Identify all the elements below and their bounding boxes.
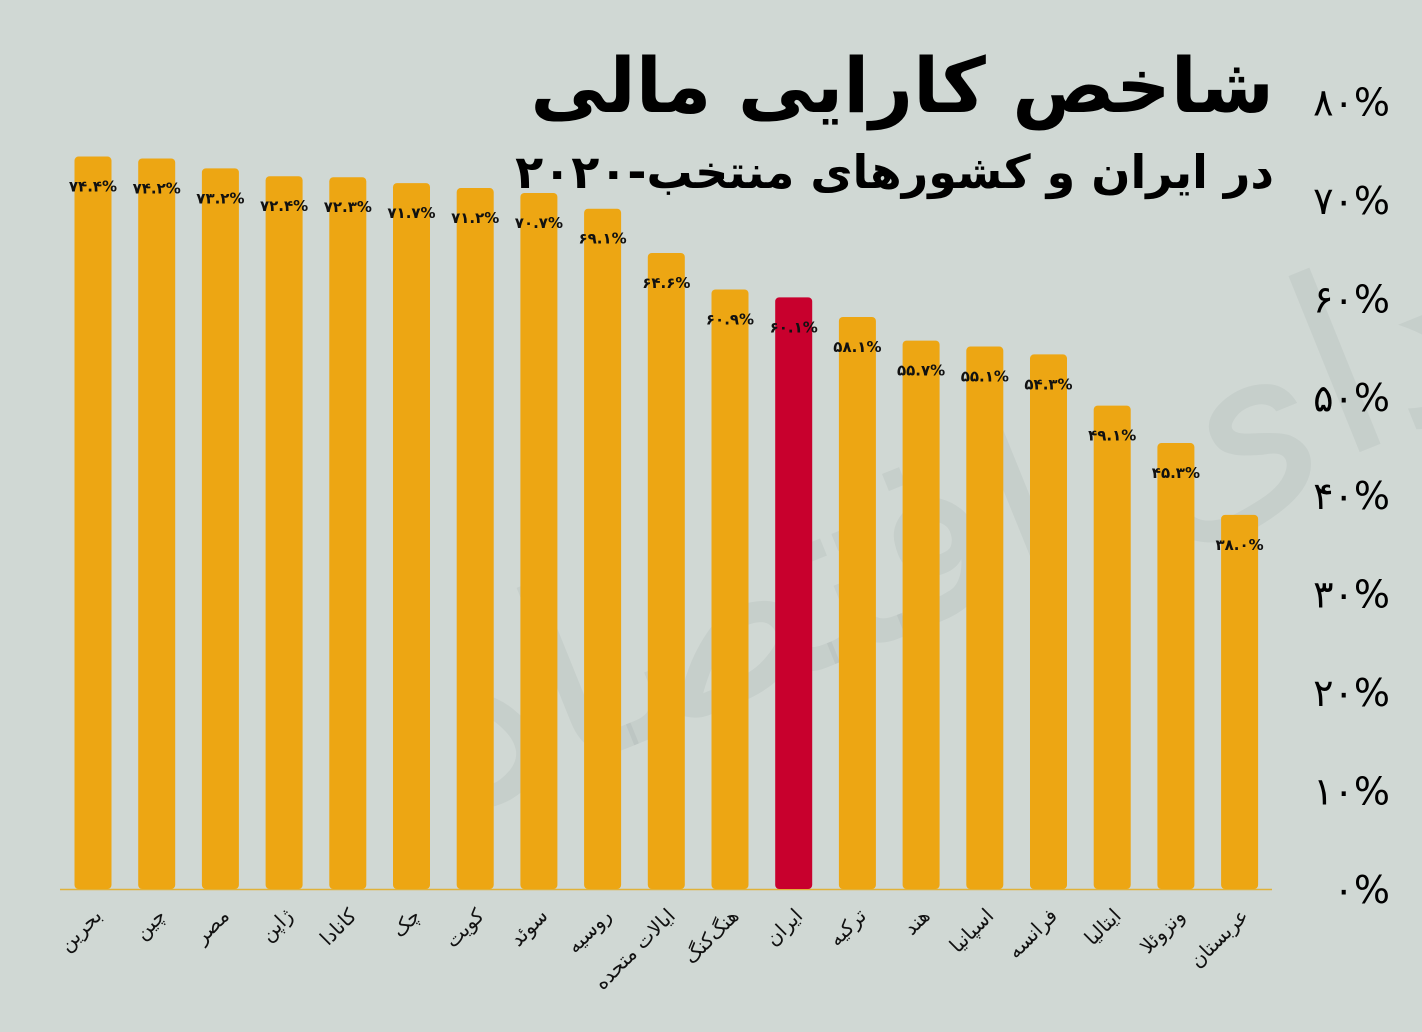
bar: [138, 158, 176, 890]
bar: [647, 253, 685, 889]
y-tick-label: ۷۰%: [1313, 179, 1390, 223]
bar: [584, 208, 622, 889]
chart-title: شاخص کارایی مالی: [530, 41, 1274, 130]
x-tick-label: کویت: [440, 903, 489, 952]
x-tick-label: چین: [129, 904, 170, 945]
bar: [838, 317, 876, 889]
x-tick-label: روسیه: [562, 904, 616, 958]
bar: [1030, 354, 1067, 889]
x-tick-label: سوئد: [505, 904, 552, 951]
x-tick-label: ژاپن: [255, 904, 298, 947]
y-tick-label: ۰%: [1333, 868, 1390, 912]
y-tick-label: ۲۰%: [1313, 671, 1390, 715]
title-block: شاخص کارایی مالی در ایران و کشورهای منتخ…: [515, 40, 1274, 202]
x-tick-label: هند: [899, 904, 935, 940]
x-tick-label: کانادا: [315, 903, 362, 950]
chart-subtitle: در ایران و کشورهای منتخب-۲۰۲۰: [515, 145, 1274, 199]
x-tick-label: بحرین: [54, 904, 107, 957]
bar: [1093, 405, 1131, 889]
data-label: ۵۴.۳%: [1024, 375, 1072, 393]
bar: [74, 156, 112, 890]
x-tick-label: ترکیه: [824, 904, 871, 951]
data-label: ۷۲.۳%: [324, 198, 372, 216]
bar: [711, 289, 749, 889]
data-label: ۵۵.۱%: [961, 368, 1009, 386]
bar: [1157, 443, 1195, 889]
y-tick-label: ۸۰%: [1313, 80, 1390, 124]
data-label: ۷۰.۷%: [515, 214, 563, 232]
data-label: ۴۹.۱%: [1088, 427, 1136, 445]
bar: [520, 192, 558, 889]
x-tick-label: ونزوئلا: [1135, 904, 1190, 959]
data-label: ۶۴.۶%: [642, 274, 690, 292]
y-tick-label: ۳۰%: [1313, 573, 1390, 617]
data-label: ۷۳.۲%: [196, 189, 244, 207]
bar: [265, 176, 303, 890]
data-label: ۶۹.۱%: [578, 230, 626, 248]
y-tick-label: ۵۰%: [1313, 376, 1390, 420]
data-label: ۷۲.۴%: [260, 197, 308, 215]
bar: [329, 177, 367, 890]
x-tick-label: عربستان: [1184, 904, 1253, 973]
bar: [456, 188, 494, 889]
bar: [1221, 514, 1259, 889]
data-label: ۳۸.۰%: [1215, 536, 1263, 554]
y-tick-label: ۴۰%: [1313, 474, 1390, 518]
data-label: ۷۴.۴%: [69, 178, 117, 196]
x-tick-label: فرانسه: [1002, 904, 1062, 964]
data-label: ۷۱.۷%: [387, 204, 435, 222]
data-label: ۵۸.۱%: [833, 338, 881, 356]
data-label: ۶۰.۱%: [770, 318, 818, 336]
y-tick-label: ۱۰%: [1313, 770, 1390, 814]
x-tick-label: چک: [387, 904, 425, 942]
bar: [393, 183, 430, 889]
y-tick-label: ۶۰%: [1313, 277, 1390, 321]
bar-highlight: [775, 297, 813, 889]
bar: [966, 346, 1004, 889]
x-tick-label: مصر: [189, 904, 234, 949]
x-tick-label: ایران: [760, 904, 807, 951]
data-label: ۴۵.۳%: [1152, 464, 1200, 482]
bar: [902, 340, 940, 889]
data-label: ۵۵.۷%: [897, 362, 945, 380]
x-tick-label: اسپانیا: [944, 904, 999, 959]
data-label: ۷۱.۲%: [451, 209, 499, 227]
data-label: ۶۰.۹%: [706, 310, 754, 328]
x-tick-label: ایتالیا: [1079, 904, 1125, 950]
bar: [201, 168, 239, 889]
data-label: ۷۴.۲%: [133, 180, 181, 198]
x-tick-label: هنگ‌کنگ: [679, 904, 744, 969]
